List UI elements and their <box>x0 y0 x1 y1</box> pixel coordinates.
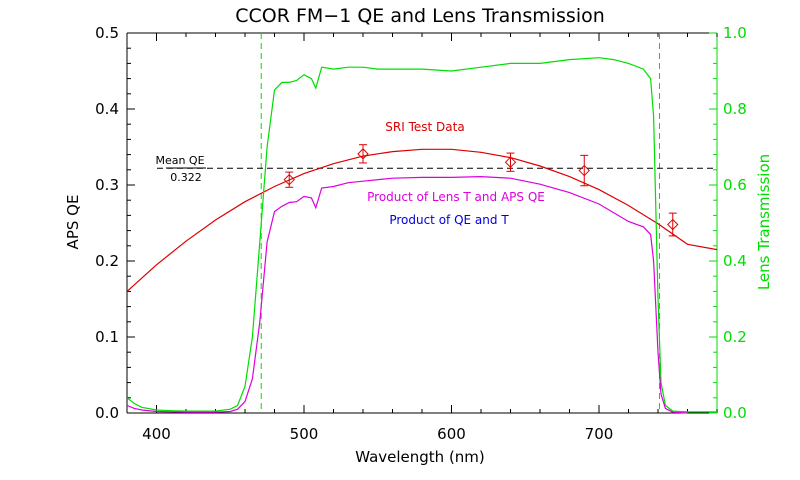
y-tick-label: 0.1 <box>95 328 119 346</box>
y2-tick-label: 1.0 <box>723 24 747 42</box>
lens-transmission-line <box>126 57 717 413</box>
product-line <box>126 175 688 414</box>
y2-axis-label: Lens Transmission <box>755 154 773 290</box>
x-tick-label: 500 <box>290 425 319 443</box>
y2-tick-label: 0.0 <box>723 404 747 422</box>
qe-fit-line <box>126 148 718 292</box>
x-tick-label: 700 <box>585 425 614 443</box>
x-axis-label: Wavelength (nm) <box>355 448 485 466</box>
mean-qe-label: Mean QE <box>155 154 204 167</box>
chart-title: CCOR FM−1 QE and Lens Transmission <box>235 5 605 27</box>
y-axis-label: APS QE <box>64 195 82 250</box>
plot-area: 400 500 600 700 0.0 0.1 0.2 0.3 0.4 0.5 0.0 0.2 0.4 0… <box>95 24 747 443</box>
y2-tick-label: 0.2 <box>723 328 747 346</box>
product-qe-t-label: Product of QE and T <box>389 213 509 227</box>
product-lens-aps-label: Product of Lens T and APS QE <box>367 190 545 204</box>
sri-data-point <box>578 164 590 177</box>
mean-qe-value: 0.322 <box>170 171 202 184</box>
x-tick-label: 600 <box>437 425 466 443</box>
sri-data-point <box>357 148 369 160</box>
y2-tick-label: 0.8 <box>723 100 747 118</box>
y-tick-label: 0.4 <box>95 100 119 118</box>
sri-data-point <box>667 218 679 231</box>
y-tick-label: 0.5 <box>95 24 119 42</box>
y-tick-label: 0.0 <box>95 404 119 422</box>
y-tick-label: 0.2 <box>95 252 119 270</box>
y-tick-label: 0.3 <box>95 176 119 194</box>
sri-data-point <box>504 156 517 168</box>
sri-test-data-label: SRI Test Data <box>385 120 464 134</box>
y2-tick-label: 0.6 <box>723 176 747 194</box>
y2-tick-label: 0.4 <box>723 252 747 270</box>
x-tick-label: 400 <box>142 425 171 443</box>
